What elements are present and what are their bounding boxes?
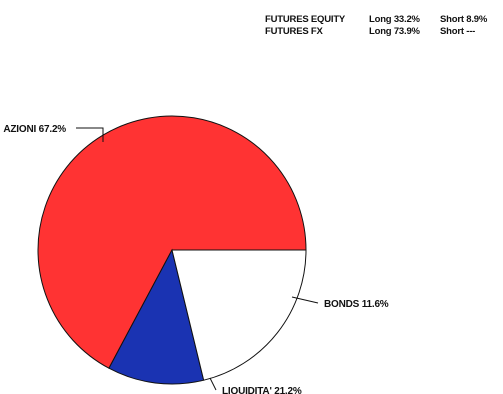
- slice-labels: AZIONI 67.2% BONDS 11.6% LIQUIDITA' 21.2%: [3, 124, 389, 394]
- slice-label: BONDS 11.6%: [324, 299, 389, 310]
- futures-table: FUTURES EQUITY Long 33.2% Short 8.9% FUT…: [265, 14, 500, 38]
- futures-fx-short: Short ---: [440, 26, 476, 37]
- slice-label: LIQUIDITA' 21.2%: [222, 386, 302, 394]
- futures-fx-long: Long 73.9%: [369, 26, 420, 37]
- pie-slices: [37, 115, 307, 385]
- futures-equity-short: Short 8.9%: [440, 14, 488, 25]
- leader-line: [76, 127, 104, 142]
- futures-equity-label: FUTURES EQUITY: [265, 14, 346, 25]
- pie-slice-liquidita: [171, 249, 307, 381]
- futures-row-fx: FUTURES FX Long 73.9% Short ---: [265, 26, 500, 38]
- futures-fx-label: FUTURES FX: [265, 26, 323, 37]
- leader-line: [209, 377, 217, 391]
- futures-equity-long: Long 33.2%: [369, 14, 420, 25]
- slice-label: AZIONI 67.2%: [3, 124, 66, 135]
- leader-lines: [76, 127, 319, 391]
- leader-line: [291, 296, 319, 304]
- futures-row-equity: FUTURES EQUITY Long 33.2% Short 8.9%: [265, 14, 500, 26]
